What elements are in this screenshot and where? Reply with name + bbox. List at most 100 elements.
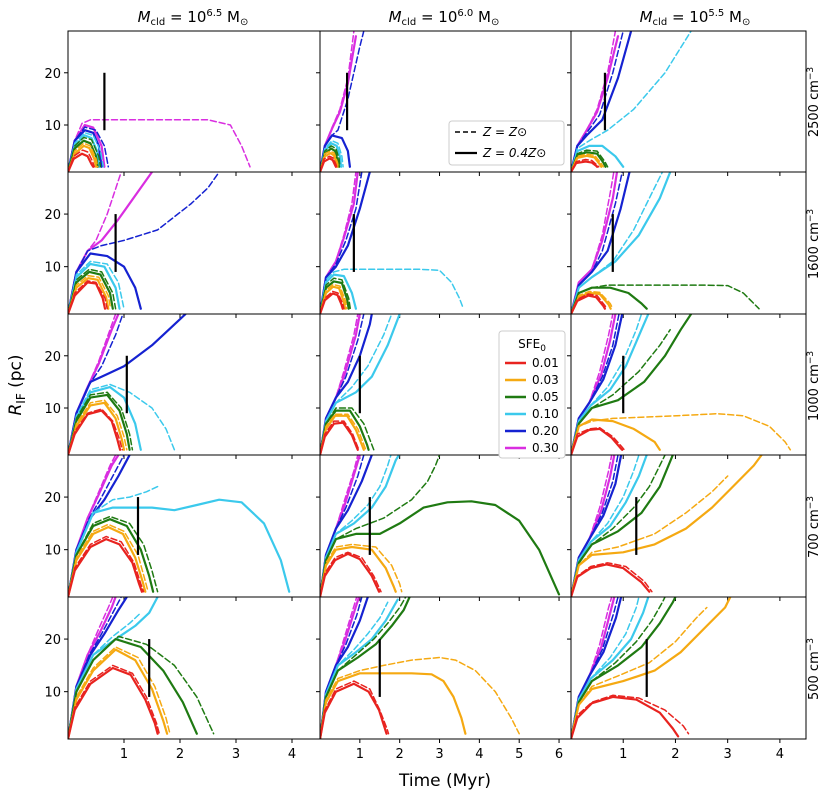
series-sfe-020-solid xyxy=(68,252,142,314)
series-sfe-003-dashed xyxy=(320,543,403,597)
x-tick-label: 2 xyxy=(396,747,404,762)
series-sfe-020-dashed xyxy=(320,455,365,597)
series-sfe-010-dashed xyxy=(571,31,692,172)
panel-series-group xyxy=(571,172,760,314)
series-sfe-003-solid xyxy=(571,418,661,455)
sfe-legend: SFE0 0.01 0.03 0.05 0.10 0.20 0.30 xyxy=(498,330,566,459)
series-sfe-001-solid xyxy=(571,695,680,739)
series-sfe-020-dashed xyxy=(571,172,623,314)
row-label-2500: 2500 cm−3 xyxy=(806,67,822,137)
series-sfe-005-solid xyxy=(68,638,198,739)
y-tick-label: 20 xyxy=(44,67,61,82)
series-sfe-003-dashed xyxy=(571,290,614,314)
x-tick-label: 3 xyxy=(232,747,240,762)
series-sfe-001-solid xyxy=(571,294,606,314)
panel-frame xyxy=(67,171,321,315)
panel-series-group xyxy=(320,597,520,739)
series-sfe-010-dashed xyxy=(320,455,392,597)
column-title-2: Mcld = 106.0 M⊙ xyxy=(389,8,500,28)
series-sfe-005-solid xyxy=(320,597,411,739)
row-label-700: 700 cm−3 xyxy=(806,496,822,558)
series-sfe-020-solid xyxy=(68,314,187,455)
series-sfe-005-dashed xyxy=(571,597,666,739)
series-sfe-010-dashed xyxy=(571,314,643,455)
series-sfe-020-solid xyxy=(68,455,131,597)
panel-series-group xyxy=(571,314,792,455)
panel-r4-c2: 1 2 3 4 xyxy=(567,596,807,762)
series-sfe-003-solid xyxy=(68,526,147,597)
panel-r1-c1 xyxy=(316,171,572,318)
series-sfe-001-solid xyxy=(68,409,122,455)
series-sfe-010-solid xyxy=(68,498,291,597)
series-sfe-003-dashed xyxy=(68,523,149,597)
row-label-500: 500 cm−3 xyxy=(806,638,822,700)
panel-r0-c0: 10 20 xyxy=(44,30,321,176)
series-sfe-003-solid xyxy=(68,648,169,739)
series-sfe-005-dashed xyxy=(571,149,609,172)
series-sfe-005-solid xyxy=(320,409,370,455)
x-tick-label: 3 xyxy=(435,747,443,762)
y-tick-label: 10 xyxy=(44,119,61,134)
series-sfe-003-dashed xyxy=(68,646,171,739)
series-sfe-001-dashed xyxy=(320,551,382,597)
panel-r3-c0: 10 20 xyxy=(44,454,321,601)
series-sfe-005-dashed xyxy=(320,597,407,739)
panel-series-group xyxy=(320,455,561,597)
x-tick-label: 4 xyxy=(288,747,296,762)
panel-series-group xyxy=(68,455,291,597)
panel-series-group xyxy=(571,31,692,172)
y-tick-label: 20 xyxy=(44,208,61,223)
x-tick-label: 1 xyxy=(120,747,128,762)
panel-series-group xyxy=(320,172,465,314)
series-sfe-003-solid xyxy=(320,414,365,455)
sfe-legend-label: 0.03 xyxy=(532,373,559,387)
series-sfe-001-solid xyxy=(320,552,381,597)
series-sfe-001-solid xyxy=(68,666,159,739)
panel-r3-c1 xyxy=(316,454,572,601)
series-sfe-010-dashed xyxy=(320,268,465,314)
y-tick-label: 20 xyxy=(44,350,61,365)
panel-r2-c1 xyxy=(316,313,572,459)
x-tick-label: 4 xyxy=(776,747,784,762)
panel-frame xyxy=(570,171,807,315)
series-sfe-001-dashed xyxy=(571,427,626,455)
y-tick-label: 10 xyxy=(44,544,61,559)
series-sfe-020-dashed xyxy=(68,172,220,314)
y-tick-label: 10 xyxy=(44,261,61,276)
series-sfe-003-dashed xyxy=(68,274,112,314)
series-sfe-003-dashed xyxy=(68,399,128,455)
panel-r1-c2 xyxy=(567,171,807,318)
x-tick-label: 2 xyxy=(176,747,184,762)
panel-r0-c2 xyxy=(567,30,807,176)
sfe-legend-label: 0.05 xyxy=(532,390,559,404)
sfe-legend-entries: 0.01 0.03 0.05 0.10 0.20 0.30 xyxy=(505,356,559,455)
series-sfe-003-solid xyxy=(320,285,347,314)
series-sfe-005-solid xyxy=(320,500,561,597)
series-sfe-003-solid xyxy=(320,545,397,597)
series-sfe-001-solid xyxy=(68,281,107,314)
row-label-1000: 1000 cm−3 xyxy=(806,351,822,421)
x-tick-label: 6 xyxy=(555,747,563,762)
x-tick-label: 3 xyxy=(724,747,732,762)
series-sfe-001-solid xyxy=(320,292,344,314)
metallicity-legend-box xyxy=(448,120,565,166)
series-sfe-001-dashed xyxy=(68,664,161,739)
series-sfe-001-solid xyxy=(571,160,599,172)
y-tick-label: 10 xyxy=(44,402,61,417)
panel-r4-c1: 1 2 3 4 5 6 xyxy=(316,596,572,762)
column-title-3: Mcld = 105.5 M⊙ xyxy=(640,8,751,28)
series-sfe-001-dashed xyxy=(320,680,390,739)
panel-series-group xyxy=(571,455,763,597)
x-tick-label: 1 xyxy=(619,747,627,762)
series-sfe-010-solid xyxy=(571,455,648,597)
series-sfe-010-dashed xyxy=(320,314,393,455)
series-sfe-001-solid xyxy=(320,682,388,739)
y-tick-label: 20 xyxy=(44,491,61,506)
panels-grid: 10 20 10 20 10 20 10 20 10 20 1 2 3 4 1 2 3 4 5 6 1 2 3 4 xyxy=(44,30,807,762)
series-sfe-001-solid xyxy=(571,563,651,597)
x-tick-label: 4 xyxy=(475,747,483,762)
series-sfe-005-solid xyxy=(571,597,677,739)
panel-r2-c2 xyxy=(567,313,807,459)
panel-series-group xyxy=(68,119,251,172)
panel-series-group xyxy=(320,31,365,172)
